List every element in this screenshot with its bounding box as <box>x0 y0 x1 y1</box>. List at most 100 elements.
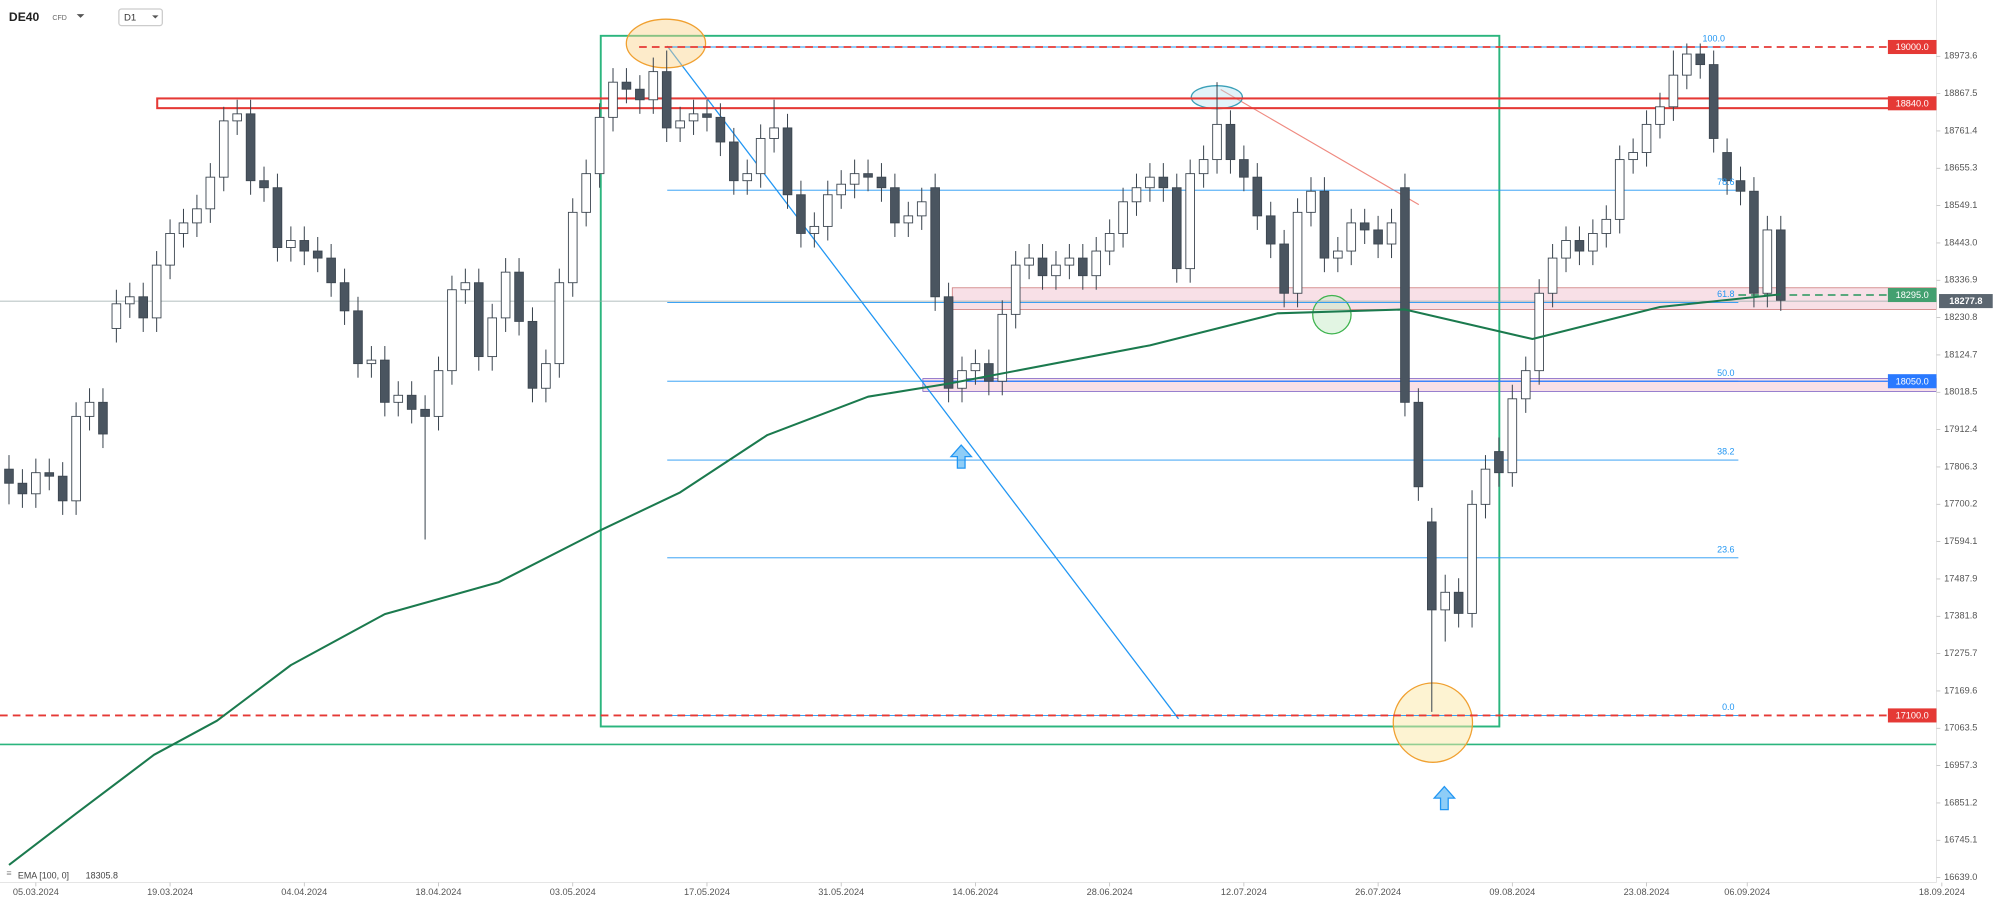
ema-name: EMA [100, 0] <box>18 870 69 880</box>
level-label-box <box>1939 294 1993 309</box>
y-tick-label: 18018.5 <box>1944 387 1977 397</box>
candle-body <box>17 482 28 495</box>
candle-body <box>366 359 377 365</box>
level-label-box <box>1887 374 1937 389</box>
candle-body <box>31 472 41 495</box>
candle-body <box>769 127 779 139</box>
symbol: DE40 <box>9 10 40 24</box>
candle-body <box>1265 215 1276 245</box>
candle-body <box>326 257 336 284</box>
labels: 18973.6 18867.5 18761.4 18655.3 18549.1 18443… <box>13 34 1993 897</box>
trend-line <box>666 45 1180 720</box>
candle-body <box>1453 591 1464 614</box>
candle-body <box>930 187 940 298</box>
candle-body <box>755 138 766 175</box>
candle-body <box>1413 401 1424 488</box>
candle-body <box>1480 468 1491 505</box>
candle-body <box>1735 180 1746 192</box>
candle-body <box>1655 106 1665 125</box>
level-label-box <box>1887 708 1937 723</box>
candle-body <box>836 183 846 196</box>
highlight <box>1392 682 1474 763</box>
candle-body <box>192 208 202 224</box>
candle-body <box>514 271 524 322</box>
candle-body <box>1145 176 1155 189</box>
dropdown-icon[interactable] <box>76 14 85 18</box>
candle-body <box>138 296 149 319</box>
candle-body <box>57 475 68 502</box>
x-tick-label: 18.04.2024 <box>416 887 462 897</box>
indicator-icon: ≡ <box>6 868 11 878</box>
candle-body <box>1118 201 1128 234</box>
candle-body <box>1775 229 1786 301</box>
candle-body <box>1426 521 1437 611</box>
y-tick-label: 17487.9 <box>1944 573 1977 583</box>
candle-body <box>822 194 833 227</box>
candle-body <box>648 71 659 101</box>
highlight <box>1312 294 1352 335</box>
fib-label: 100.0 <box>1703 34 1725 44</box>
candle-body <box>1641 123 1652 153</box>
candle-body <box>1185 173 1195 270</box>
candle-body <box>541 363 551 389</box>
highlight <box>625 18 707 69</box>
x-tick-label: 12.07.2024 <box>1221 887 1267 897</box>
candle-body <box>1171 187 1182 270</box>
y-tick-label: 18336.9 <box>1944 275 1977 285</box>
arrow-up <box>949 444 973 469</box>
timeframe-select[interactable] <box>118 8 163 27</box>
candle-body <box>299 240 310 252</box>
candle-body <box>406 394 417 410</box>
level-label-box <box>1887 287 1937 303</box>
candle-body <box>1695 53 1706 66</box>
candle-body <box>997 313 1008 382</box>
x-tick-label: 18.09.2024 <box>1919 887 1965 897</box>
candle-body <box>1722 152 1732 182</box>
candle-body <box>608 81 618 118</box>
x-tick-label: 05.03.2024 <box>13 887 59 897</box>
candle-body <box>125 296 135 305</box>
y-tick-label: 16851.2 <box>1944 797 1977 807</box>
x-tick-label: 09.08.2024 <box>1489 887 1535 897</box>
dropdown-icon[interactable] <box>152 15 159 19</box>
candle-body <box>688 113 699 122</box>
fib-label: 38.2 <box>1717 447 1734 457</box>
y-tick-label: 17381.8 <box>1944 611 1977 621</box>
candle-body <box>1158 176 1169 189</box>
candle-body <box>245 113 256 182</box>
candle-body <box>970 363 981 372</box>
candle-body <box>1198 159 1209 175</box>
candle-body <box>71 415 81 502</box>
candle-body <box>1386 222 1397 245</box>
candle-body <box>1306 190 1316 213</box>
candle-body <box>1024 257 1034 266</box>
candle-body <box>339 282 350 312</box>
candle-body <box>890 187 900 224</box>
candle-body <box>675 120 685 129</box>
candle-body <box>1131 187 1142 203</box>
candle-body <box>487 317 498 358</box>
y-tick-label: 17063.5 <box>1944 723 1977 733</box>
ema-value: 18305.8 <box>86 870 118 880</box>
candle-body <box>863 173 873 178</box>
arrow-up <box>1432 785 1457 811</box>
candle-body <box>353 310 363 365</box>
y-tick-label: 18867.5 <box>1944 88 1977 98</box>
x-tick-label: 06.09.2024 <box>1724 887 1770 897</box>
candle-body <box>1051 264 1061 277</box>
candle-body <box>1319 190 1330 259</box>
level-label-box <box>1887 39 1937 55</box>
y-tick-label: 17275.7 <box>1944 648 1977 658</box>
y-tick-label: 17169.6 <box>1944 685 1977 695</box>
candle-body <box>420 408 430 417</box>
candle-body <box>1279 243 1289 294</box>
y-tick-label: 16957.3 <box>1944 760 1977 770</box>
y-tick-label: 17594.1 <box>1944 536 1977 546</box>
timeframe[interactable]: D1 <box>124 12 136 23</box>
candle-body <box>943 296 954 389</box>
candle-body <box>1010 264 1021 315</box>
candle-body <box>742 173 753 182</box>
candle-body <box>849 173 860 185</box>
candle-body <box>1547 257 1558 294</box>
